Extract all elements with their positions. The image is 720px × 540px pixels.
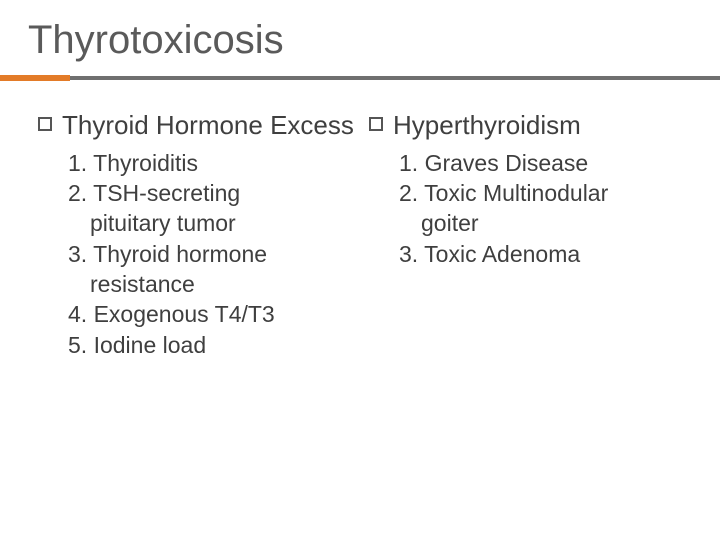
item-text: Thyroid hormone bbox=[93, 241, 267, 267]
item-text: Toxic Adenoma bbox=[424, 241, 580, 267]
bullet-row: Thyroid Hormone Excess bbox=[38, 109, 361, 142]
item-num: 1. bbox=[68, 150, 87, 176]
item-text: Toxic Multinodular bbox=[424, 180, 608, 206]
item-num: 3. bbox=[399, 241, 418, 267]
list-item: 5. Iodine load bbox=[68, 330, 361, 360]
slide: Thyrotoxicosis Thyroid Hormone Excess 1.… bbox=[0, 0, 720, 540]
column-heading: Thyroid Hormone Excess bbox=[62, 109, 354, 142]
list-left: 1. Thyroiditis 2. TSH-secreting pituitar… bbox=[38, 148, 361, 361]
list-right: 1. Graves Disease 2. Toxic Multinodular … bbox=[369, 148, 692, 269]
item-text: Iodine load bbox=[94, 332, 207, 358]
accent-bar bbox=[0, 75, 70, 81]
list-item: 2. Toxic Multinodular bbox=[399, 178, 692, 208]
item-num: 4. bbox=[68, 301, 87, 327]
item-num: 2. bbox=[68, 180, 87, 206]
item-text: TSH-secreting bbox=[93, 180, 240, 206]
item-text: Graves Disease bbox=[425, 150, 589, 176]
item-text: Exogenous T4/T3 bbox=[94, 301, 275, 327]
list-item: 2. TSH-secreting bbox=[68, 178, 361, 208]
column-heading: Hyperthyroidism bbox=[393, 109, 581, 142]
divider-bar bbox=[70, 76, 720, 80]
list-item: 3. Thyroid hormone bbox=[68, 239, 361, 269]
list-item-cont: goiter bbox=[399, 208, 692, 238]
list-item: 4. Exogenous T4/T3 bbox=[68, 299, 361, 329]
item-num: 2. bbox=[399, 180, 418, 206]
list-item-cont: resistance bbox=[68, 269, 361, 299]
item-num: 1. bbox=[399, 150, 418, 176]
page-title: Thyrotoxicosis bbox=[0, 18, 720, 63]
column-left: Thyroid Hormone Excess 1. Thyroiditis 2.… bbox=[38, 109, 361, 360]
item-num: 5. bbox=[68, 332, 87, 358]
list-item: 1. Thyroiditis bbox=[68, 148, 361, 178]
column-right: Hyperthyroidism 1. Graves Disease 2. Tox… bbox=[369, 109, 692, 360]
item-text: Thyroiditis bbox=[93, 150, 198, 176]
columns: Thyroid Hormone Excess 1. Thyroiditis 2.… bbox=[0, 81, 720, 360]
list-item-cont: pituitary tumor bbox=[68, 208, 361, 238]
list-item: 1. Graves Disease bbox=[399, 148, 692, 178]
square-bullet-icon bbox=[38, 117, 52, 131]
square-bullet-icon bbox=[369, 117, 383, 131]
list-item: 3. Toxic Adenoma bbox=[399, 239, 692, 269]
item-num: 3. bbox=[68, 241, 87, 267]
bullet-row: Hyperthyroidism bbox=[369, 109, 692, 142]
